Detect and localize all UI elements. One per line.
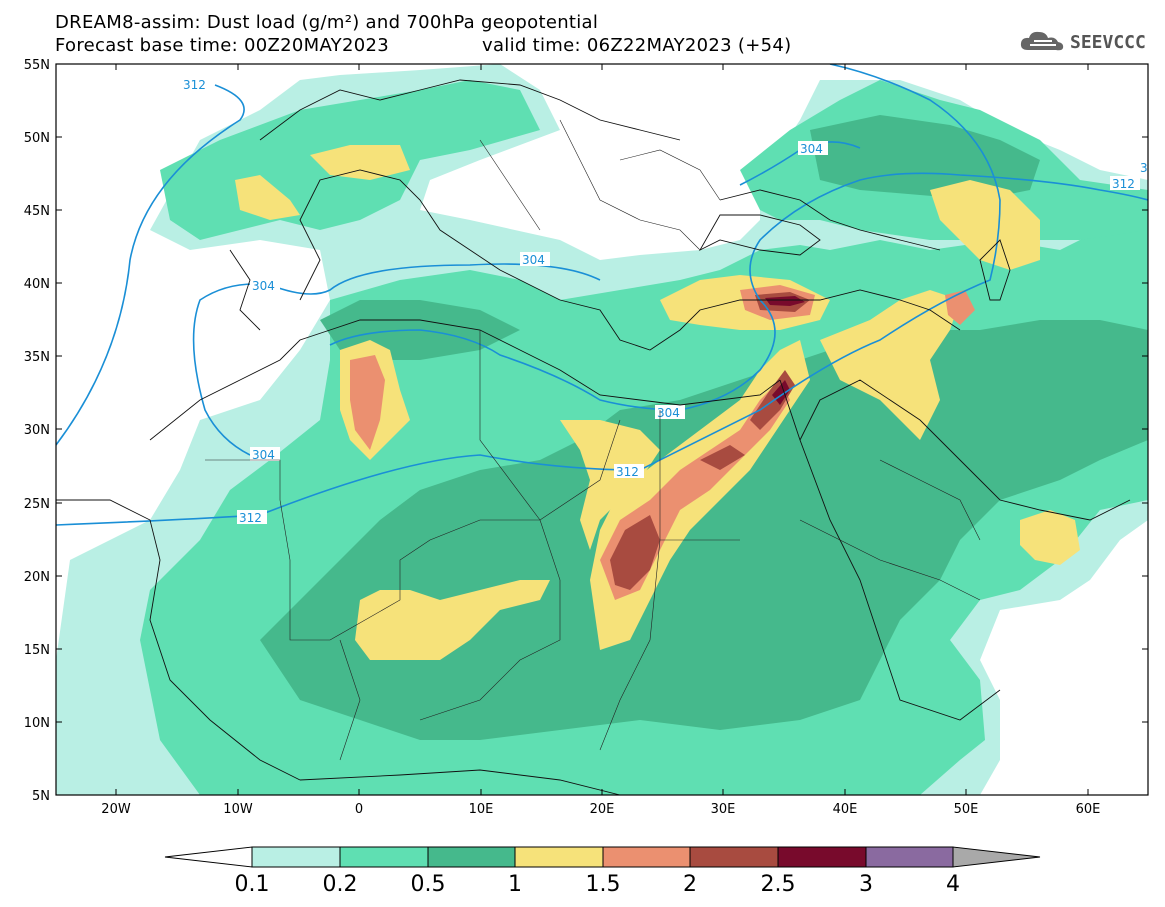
colorbar-label: 1 (508, 872, 522, 897)
contour-label: 304 (800, 142, 823, 156)
colorbar-label: 0.2 (322, 872, 358, 897)
colorbar-swatch (777, 846, 867, 868)
lat-label: 40N (24, 277, 50, 292)
lat-axis: 55N 50N 45N 40N 35N 30N 25N 20N 15N 10N … (24, 58, 1148, 804)
contour-label: 304 (522, 253, 545, 267)
lat-label: 20N (24, 570, 50, 585)
lat-label: 10N (24, 716, 50, 731)
lon-label: 20W (101, 802, 131, 817)
lon-label: 40E (833, 802, 858, 817)
dust-field (56, 64, 1148, 795)
contour-label: 3 (1140, 161, 1148, 175)
colorbar-under-triangle (164, 846, 253, 868)
seevccc-logo: SEEVCCC (1018, 28, 1158, 56)
contour-label: 304 (252, 279, 275, 293)
lon-axis: 20W 10W 0 10E 20E 30E 40E 50E 60E (101, 64, 1100, 817)
colorbar-label: 0.5 (410, 872, 446, 897)
lon-label: 60E (1076, 802, 1101, 817)
contour-label: 312 (239, 511, 262, 525)
colorbar-over-triangle (952, 846, 1041, 868)
colorbar (164, 846, 1041, 868)
colorbar-swatch (339, 846, 429, 868)
colorbar-label: 2.5 (760, 872, 796, 897)
colorbar-label: 0.1 (234, 872, 270, 897)
contour-label-group: 312 304 304 304 304 312 312 304 312 3 (180, 76, 1148, 525)
colorbar-label: 4 (946, 872, 960, 897)
lat-label: 5N (32, 789, 50, 804)
lon-label: 30E (711, 802, 736, 817)
coastlines (56, 79, 1131, 795)
contour-label: 312 (616, 465, 639, 479)
colorbar-label: 3 (859, 872, 873, 897)
lon-label: 0 (355, 802, 363, 817)
colorbar-swatch (865, 846, 954, 868)
cloud-icon (1020, 31, 1064, 51)
colorbar-label: 1.5 (585, 872, 621, 897)
map-title: DREAM8-assim: Dust load (g/m²) and 700hP… (55, 12, 599, 33)
lon-label: 10E (469, 802, 494, 817)
colorbar-swatch (602, 846, 691, 868)
colorbar-swatch (427, 846, 516, 868)
lat-label: 45N (24, 204, 50, 219)
lat-label: 50N (24, 131, 50, 146)
colorbar-swatch (689, 846, 779, 868)
lat-label: 25N (24, 497, 50, 512)
contour-label: 312 (183, 78, 206, 92)
country-borders (205, 119, 981, 761)
lat-label: 55N (24, 58, 50, 73)
geopotential-contours (56, 64, 1148, 526)
lat-label: 35N (24, 350, 50, 365)
colorbar-swatch (251, 846, 341, 868)
lat-label: 30N (24, 423, 50, 438)
lat-label: 15N (24, 643, 50, 658)
logo-text: SEEVCCC (1070, 32, 1146, 53)
lon-label: 50E (954, 802, 979, 817)
contour-label: 304 (657, 406, 680, 420)
contour-label: 304 (252, 448, 275, 462)
colorbar-swatch (514, 846, 604, 868)
forecast-base-time: Forecast base time: 00Z20MAY2023 (55, 35, 389, 56)
lon-label: 20E (590, 802, 615, 817)
valid-time: valid time: 06Z22MAY2023 (+54) (482, 35, 792, 56)
lon-label: 10W (223, 802, 253, 817)
contour-label: 312 (1112, 177, 1135, 191)
colorbar-label: 2 (683, 872, 697, 897)
